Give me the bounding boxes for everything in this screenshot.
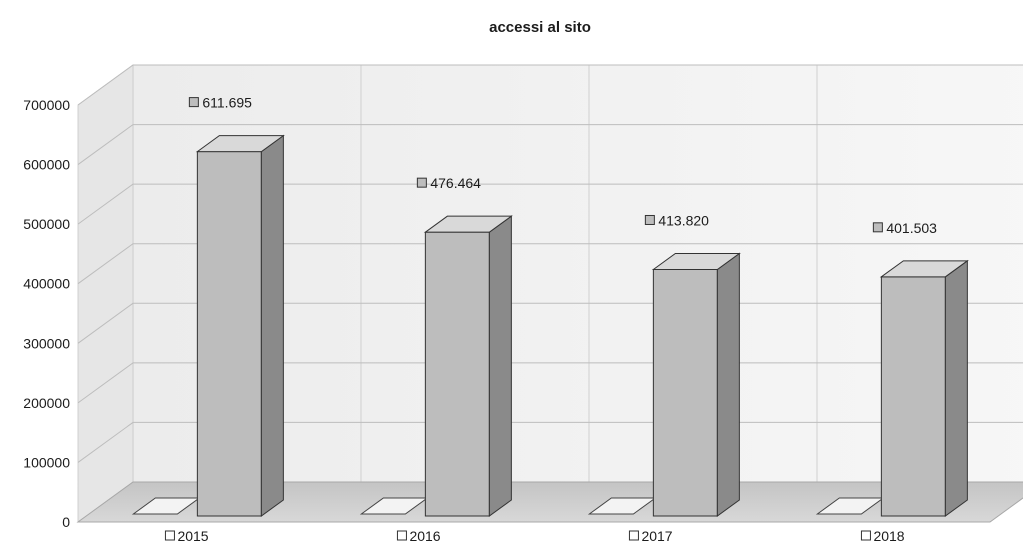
bar-top: [651, 252, 741, 270]
y-tick-label: 500000: [23, 216, 70, 232]
data-label: 476.464: [430, 175, 481, 191]
chart-walls: [77, 64, 1023, 523]
y-tick-label: 300000: [23, 335, 70, 351]
bar-side: [944, 259, 968, 517]
bar: [424, 231, 490, 517]
y-tick-label: 100000: [23, 454, 70, 470]
category-key: [164, 530, 175, 541]
y-axis-ticks: 0 100000 200000 300000 400000 500000 600000 700…: [23, 97, 70, 530]
bars: [131, 134, 969, 517]
chart-floor: [76, 481, 1023, 523]
bar: [652, 268, 718, 517]
gridline: [77, 362, 1023, 404]
category-label: 2018: [873, 528, 904, 544]
floor-plane: [76, 481, 1023, 523]
data-label: 413.820: [658, 212, 709, 228]
gridline: [77, 183, 1023, 225]
data-label-key: [644, 214, 655, 225]
data-label-key: [416, 177, 427, 188]
bar-side: [716, 252, 740, 517]
category-labels: 2015 2016 2017 2018: [164, 528, 905, 544]
y-tick-label: 200000: [23, 395, 70, 411]
bar: [880, 276, 946, 517]
gridline: [77, 124, 1023, 165]
gridline: [77, 302, 1023, 344]
bar-side: [488, 215, 512, 517]
gridline: [77, 421, 1023, 463]
y-tick-label: 0: [62, 514, 70, 530]
y-tick-label: 700000: [23, 97, 70, 113]
y-tick-label: 400000: [23, 276, 70, 292]
category-key: [860, 530, 871, 541]
category-label: 2016: [409, 528, 440, 544]
y-tick-label: 600000: [23, 157, 70, 173]
gridlines: [77, 64, 1023, 482]
bar-top: [423, 215, 513, 233]
category-key: [628, 530, 639, 541]
data-label: 611.695: [202, 95, 252, 111]
bar-top: [195, 135, 285, 153]
data-labels: 611.695 476.464 413.820 401.503: [188, 95, 937, 236]
category-label: 2017: [641, 528, 672, 544]
gridline: [77, 64, 1023, 106]
category-label: 2015: [177, 528, 208, 544]
gridline: [77, 243, 1023, 285]
bar-side: [260, 134, 284, 517]
category-key: [396, 530, 407, 541]
data-label-key: [872, 222, 883, 233]
bar-top: [879, 260, 969, 278]
bar: [196, 151, 262, 517]
data-label: 401.503: [886, 220, 937, 236]
data-label-key: [188, 97, 199, 108]
side-wall: [77, 64, 134, 523]
chart-title: accessi al sito: [489, 19, 591, 36]
